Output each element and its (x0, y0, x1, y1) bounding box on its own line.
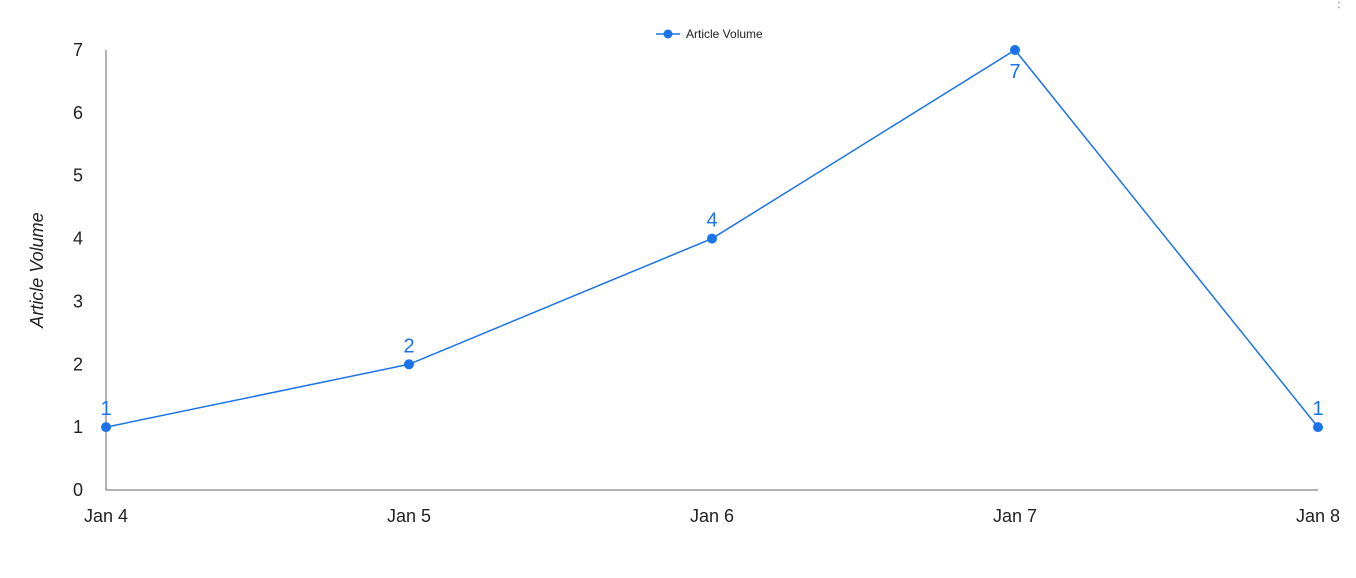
x-axis-ticks: Jan 4 Jan 5 Jan 6 Jan 7 Jan 8 (84, 506, 1340, 526)
data-label: 2 (403, 335, 414, 357)
y-tick-label: 0 (73, 480, 83, 500)
legend-label: Article Volume (686, 27, 763, 41)
y-tick-label: 6 (73, 103, 83, 123)
x-tick-label: Jan 5 (387, 506, 431, 526)
data-label: 1 (1312, 398, 1323, 420)
data-label: 1 (100, 398, 111, 420)
y-axis-title-group: Article Volume (27, 212, 47, 328)
y-tick-label: 5 (73, 166, 83, 186)
y-tick-label: 3 (73, 291, 83, 311)
x-tick-label: Jan 4 (84, 506, 128, 526)
series-layer (101, 45, 1323, 433)
y-tick-label: 1 (73, 417, 83, 437)
y-axis-ticks: 0 1 2 3 4 5 6 7 (73, 40, 83, 500)
y-tick-label: 7 (73, 40, 83, 60)
legend-marker-swatch (663, 29, 673, 39)
data-point[interactable] (707, 233, 717, 244)
data-labels-layer: 1 2 4 7 1 (100, 61, 1323, 420)
legend[interactable]: Article Volume (656, 27, 763, 41)
data-point[interactable] (101, 422, 111, 433)
y-tick-label: 4 (73, 229, 83, 249)
y-axis-title: Article Volume (27, 212, 47, 328)
data-point[interactable] (1313, 422, 1323, 433)
data-label: 4 (706, 210, 717, 232)
more-vert-icon[interactable]: ⋮ (1332, 0, 1346, 11)
data-point[interactable] (404, 359, 414, 370)
y-tick-label: 2 (73, 354, 83, 374)
axes (105, 50, 1318, 491)
data-point[interactable] (1010, 45, 1020, 55)
data-label: 7 (1009, 61, 1020, 83)
x-tick-label: Jan 7 (993, 506, 1037, 526)
x-tick-label: Jan 8 (1296, 506, 1340, 526)
x-tick-label: Jan 6 (690, 506, 734, 526)
